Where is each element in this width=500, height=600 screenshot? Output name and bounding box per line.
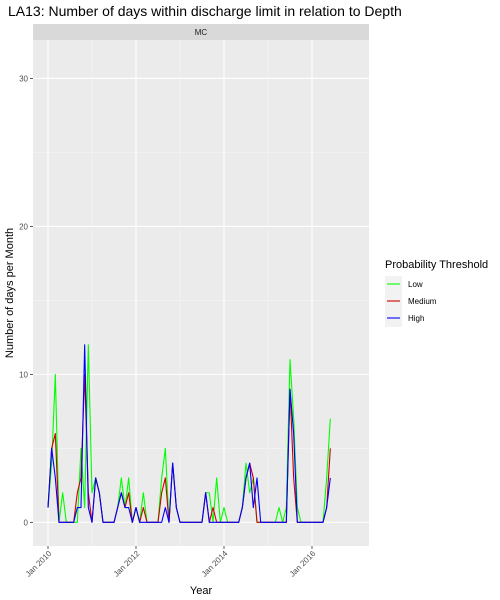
facet-strip-label: MC: [195, 28, 208, 37]
legend-title: Probability Threshold: [385, 259, 488, 271]
y-tick-label: 10: [19, 370, 28, 379]
legend: Probability Threshold Low Medium High: [385, 259, 488, 327]
y-tick-label: 0: [24, 518, 29, 527]
x-tick-label: Jan 2012: [112, 549, 142, 579]
x-tick-label: Jan 2014: [200, 549, 230, 579]
x-axis-title: Year: [190, 585, 213, 597]
chart-title: LA13: Number of days within discharge li…: [8, 3, 402, 19]
legend-label-high: High: [408, 314, 424, 323]
legend-label-low: Low: [408, 280, 423, 289]
x-tick-label: Jan 2016: [288, 549, 318, 579]
y-tick-label: 20: [19, 222, 28, 231]
y-axis-title: Number of days per Month: [4, 228, 16, 358]
y-axis: 0 10 20 30: [19, 74, 33, 527]
plot-panel: [33, 40, 369, 546]
x-axis: Jan 2010 Jan 2012 Jan 2014 Jan 2016: [24, 546, 318, 579]
y-tick-label: 30: [19, 74, 28, 83]
x-tick-label: Jan 2010: [24, 549, 54, 579]
legend-label-medium: Medium: [408, 297, 437, 306]
